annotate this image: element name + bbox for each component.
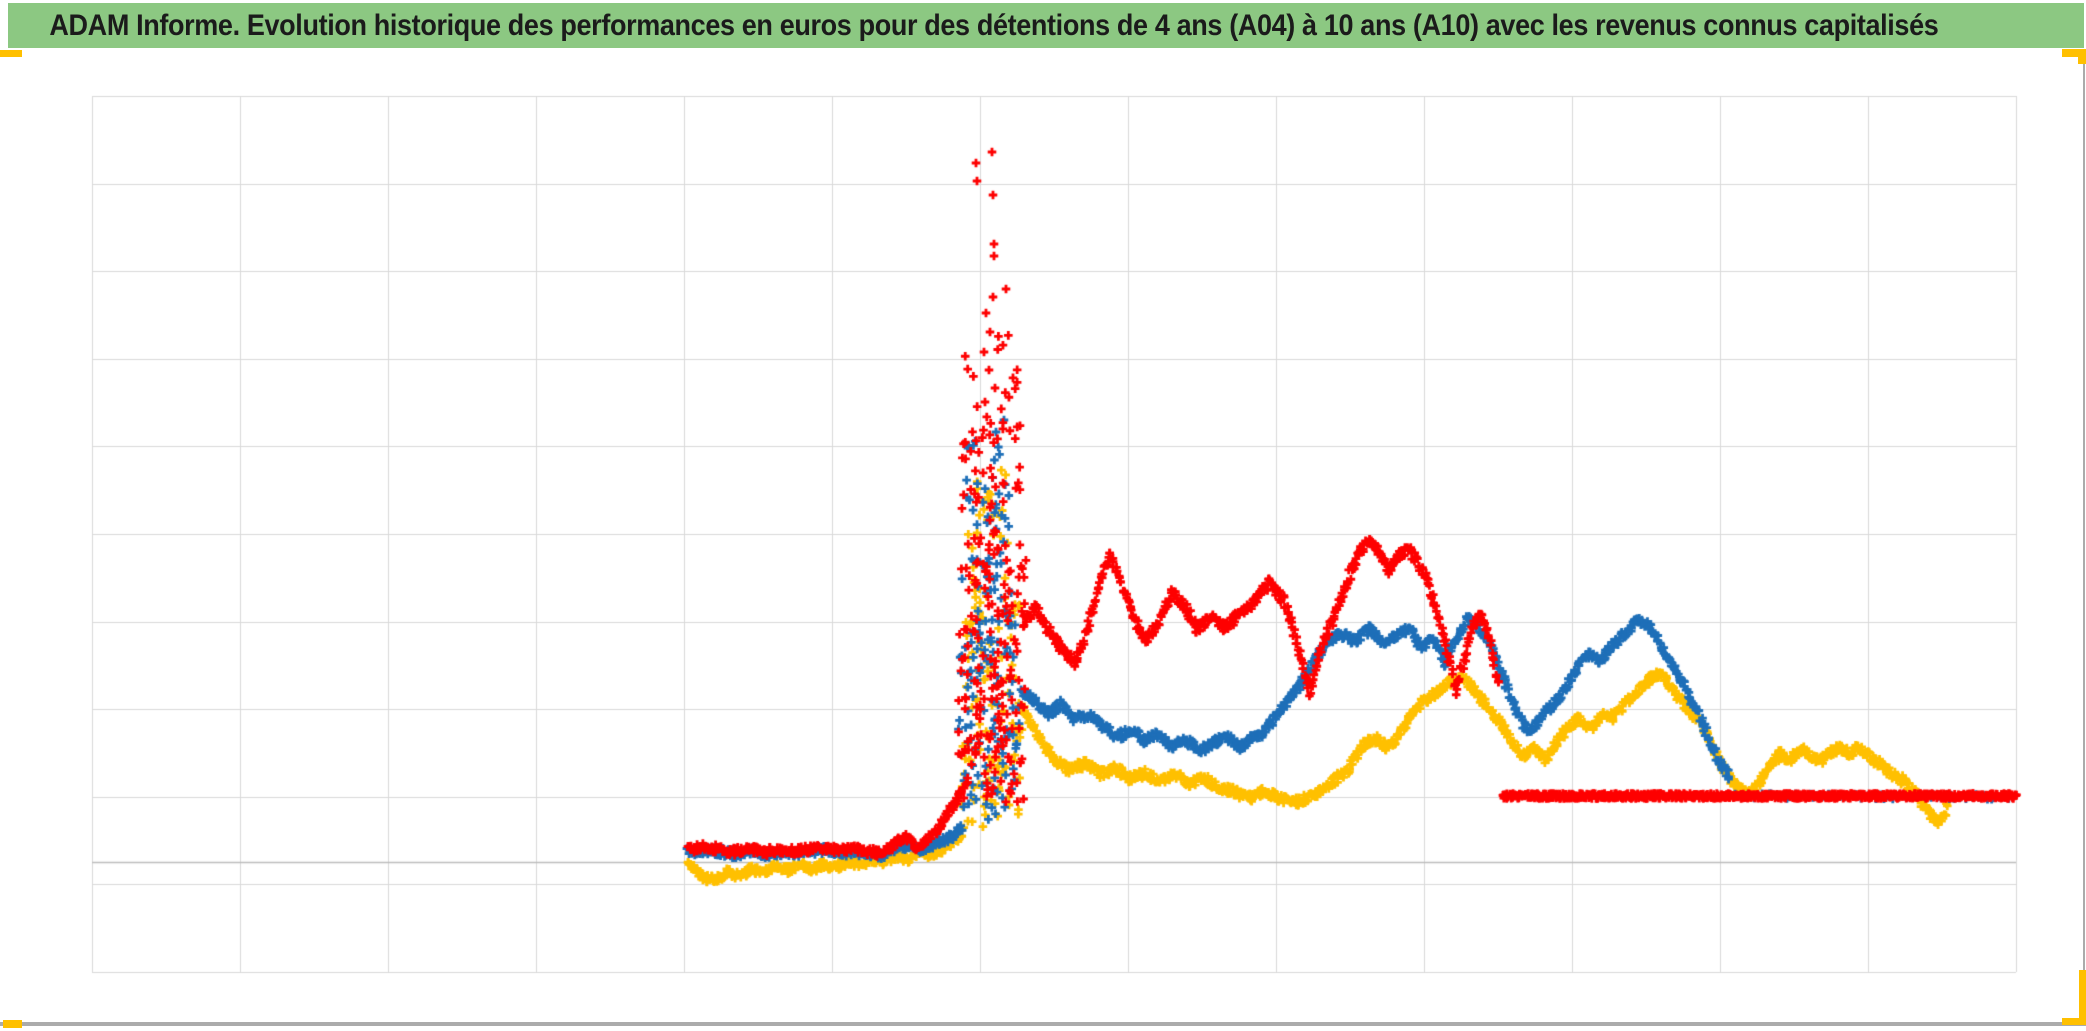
corner-accent-top-left (0, 50, 22, 57)
title-bar: ADAM Informe. Evolution historique des p… (8, 3, 2084, 48)
page-edge-right (2083, 57, 2085, 1020)
corner-accent-top-right-horizontal (2062, 49, 2086, 57)
page-edge-bottom (0, 1022, 2086, 1026)
page-title: ADAM Informe. Evolution historique des p… (49, 8, 1939, 42)
corner-accent-bottom-right-horizontal (2062, 1018, 2086, 1025)
corner-accent-bottom-left (3, 1020, 22, 1028)
corner-accent-bottom-right-vertical (2079, 970, 2086, 1022)
corner-accent-top-right-vertical (2078, 49, 2086, 64)
